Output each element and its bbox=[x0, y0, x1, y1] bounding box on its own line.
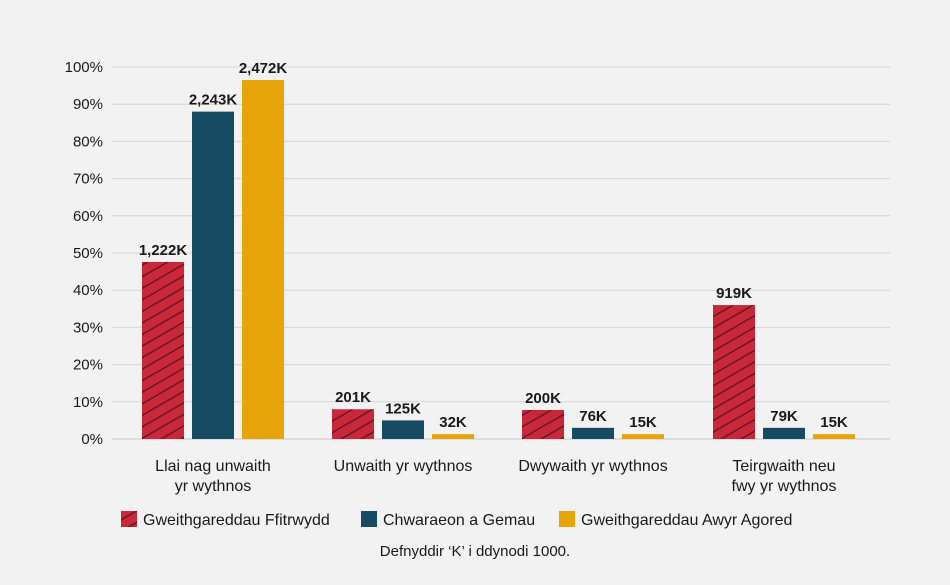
bar bbox=[192, 111, 234, 439]
y-tick-label: 40% bbox=[73, 282, 103, 299]
data-label: 32K bbox=[439, 414, 467, 431]
y-tick-label: 20% bbox=[73, 357, 103, 374]
x-axis-categories: Llai nag unwaith yr wythnos Unwaith yr wyt… bbox=[155, 458, 836, 495]
y-tick-label: 90% bbox=[73, 96, 103, 113]
bar bbox=[763, 427, 805, 439]
bar bbox=[713, 305, 755, 439]
bar bbox=[572, 427, 614, 439]
y-tick-label: 70% bbox=[73, 171, 103, 188]
y-axis-ticks: 0% 10% 20% 30% 40% 50% 60% 70% 80% 90% 100% bbox=[65, 59, 103, 448]
data-label: 1,222K bbox=[139, 242, 188, 259]
data-label: 79K bbox=[770, 408, 798, 425]
category-label: yr wythnos bbox=[175, 478, 251, 495]
legend-label: Gweithgareddau Ffitrwydd bbox=[143, 512, 330, 529]
category-label: Unwaith yr wythnos bbox=[334, 458, 473, 475]
bar bbox=[813, 434, 855, 439]
bar bbox=[432, 434, 474, 439]
y-tick-label: 50% bbox=[73, 245, 103, 262]
category-label: Llai nag unwaith bbox=[155, 458, 271, 475]
legend-label: Chwaraeon a Gemau bbox=[383, 512, 535, 529]
y-tick-label: 80% bbox=[73, 133, 103, 150]
category-label: Dwywaith yr wythnos bbox=[518, 458, 667, 475]
legend: Gweithgareddau Ffitrwydd Chwaraeon a Gema… bbox=[121, 511, 792, 529]
data-label: 919K bbox=[716, 285, 752, 302]
y-tick-label: 10% bbox=[73, 394, 103, 411]
data-label: 15K bbox=[820, 414, 848, 431]
y-tick-label: 100% bbox=[65, 59, 103, 76]
data-label: 76K bbox=[579, 408, 607, 425]
legend-swatch bbox=[559, 511, 575, 527]
data-label: 125K bbox=[385, 400, 421, 417]
y-tick-label: 0% bbox=[81, 431, 103, 448]
bar bbox=[382, 420, 424, 439]
category-label: Teirgwaith neu bbox=[732, 458, 835, 475]
bar bbox=[242, 80, 284, 440]
footnote: Defnyddir ‘K’ i ddynodi 1000. bbox=[380, 543, 570, 560]
y-tick-label: 60% bbox=[73, 208, 103, 225]
bar bbox=[142, 261, 184, 439]
bars bbox=[142, 80, 855, 440]
y-tick-label: 30% bbox=[73, 319, 103, 336]
legend-swatch bbox=[121, 511, 137, 527]
data-label: 2,472K bbox=[239, 60, 288, 77]
category-label: fwy yr wythnos bbox=[732, 478, 837, 495]
legend-label: Gweithgareddau Awyr Agored bbox=[581, 512, 792, 529]
data-label: 2,243K bbox=[189, 92, 238, 109]
bar bbox=[622, 434, 664, 439]
data-label: 201K bbox=[335, 389, 371, 406]
data-label: 15K bbox=[629, 414, 657, 431]
legend-swatch bbox=[361, 511, 377, 527]
bar bbox=[332, 409, 374, 439]
gridlines bbox=[112, 66, 890, 440]
bar bbox=[522, 409, 564, 439]
data-label: 200K bbox=[525, 390, 561, 407]
